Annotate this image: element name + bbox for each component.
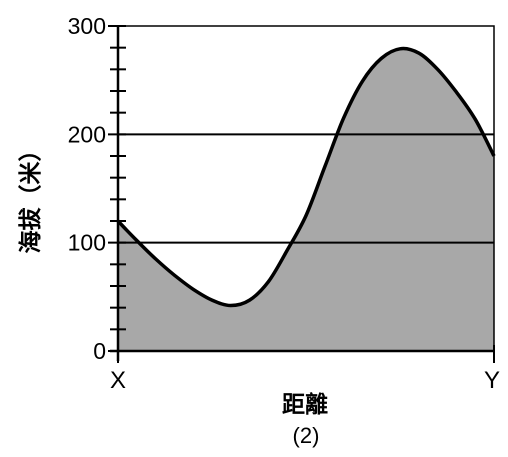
y-tick-label: 300 bbox=[68, 13, 106, 39]
y-axis-title: 海拔（米） bbox=[17, 139, 43, 254]
y-tick-label: 0 bbox=[93, 338, 106, 364]
y-axis: 0 100 200 300 bbox=[68, 13, 126, 364]
x-end-label: Y bbox=[484, 367, 500, 394]
x-axis-title: 距離 bbox=[282, 391, 328, 417]
y-tick-label: 100 bbox=[68, 230, 106, 256]
x-axis bbox=[110, 345, 495, 363]
x-start-label: X bbox=[110, 367, 126, 394]
plot-area bbox=[116, 25, 496, 352]
elevation-area-fill bbox=[118, 48, 494, 351]
figure-caption: (2) bbox=[293, 423, 320, 448]
y-tick-label: 200 bbox=[68, 121, 106, 147]
y-tick-labels: 0 100 200 300 bbox=[68, 13, 106, 364]
elevation-profile-line bbox=[116, 46, 496, 308]
